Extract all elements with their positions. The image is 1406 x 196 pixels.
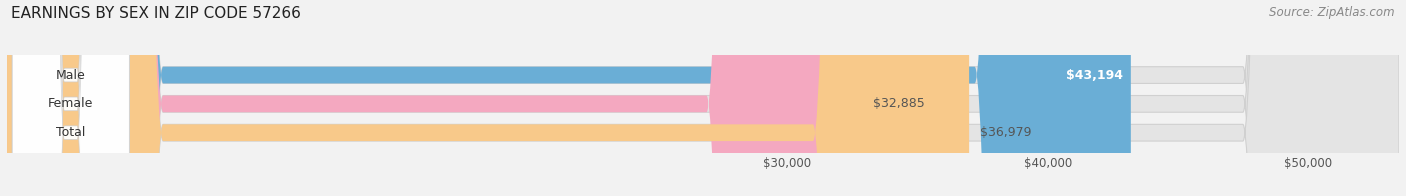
Text: Source: ZipAtlas.com: Source: ZipAtlas.com bbox=[1270, 6, 1395, 19]
FancyBboxPatch shape bbox=[7, 0, 1130, 196]
FancyBboxPatch shape bbox=[7, 0, 1399, 196]
FancyBboxPatch shape bbox=[13, 0, 129, 196]
Text: Male: Male bbox=[56, 69, 86, 82]
FancyBboxPatch shape bbox=[7, 0, 1399, 196]
Text: $43,194: $43,194 bbox=[1066, 69, 1123, 82]
Text: Female: Female bbox=[48, 97, 93, 110]
FancyBboxPatch shape bbox=[7, 0, 863, 196]
FancyBboxPatch shape bbox=[13, 0, 129, 196]
FancyBboxPatch shape bbox=[7, 0, 969, 196]
Text: $36,979: $36,979 bbox=[980, 126, 1031, 139]
FancyBboxPatch shape bbox=[7, 0, 1399, 196]
Text: EARNINGS BY SEX IN ZIP CODE 57266: EARNINGS BY SEX IN ZIP CODE 57266 bbox=[11, 6, 301, 21]
FancyBboxPatch shape bbox=[13, 0, 129, 196]
Text: $32,885: $32,885 bbox=[873, 97, 925, 110]
Text: Total: Total bbox=[56, 126, 86, 139]
